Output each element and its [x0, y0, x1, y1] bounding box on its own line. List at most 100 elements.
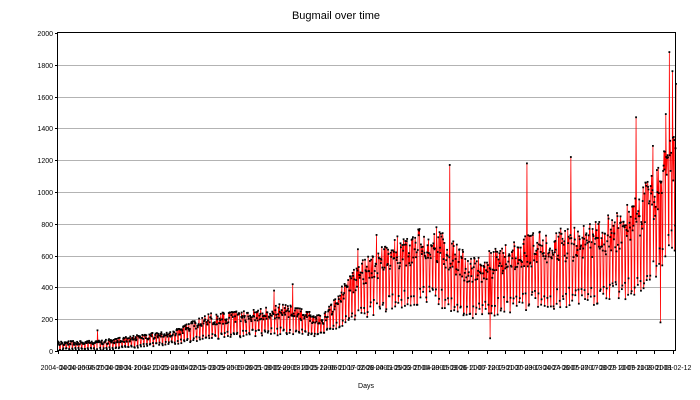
data-point: [263, 314, 266, 317]
data-point: [210, 317, 213, 320]
data-point: [517, 246, 520, 249]
data-point: [422, 285, 425, 288]
data-point: [167, 333, 169, 336]
data-point: [357, 248, 359, 251]
data-point: [295, 307, 298, 310]
data-point: [340, 291, 343, 294]
data-point: [522, 238, 525, 241]
data-point: [553, 307, 555, 310]
data-point: [626, 203, 629, 206]
data-point: [489, 337, 492, 340]
data-point: [363, 307, 366, 309]
data-point: [376, 277, 379, 280]
data-point: [305, 316, 308, 318]
data-point: [455, 243, 458, 246]
data-point: [352, 291, 355, 294]
data-point: [170, 340, 173, 343]
data-point: [589, 223, 591, 226]
data-point: [642, 186, 645, 189]
data-point: [655, 275, 657, 278]
data-point: [547, 252, 550, 255]
data-point: [313, 316, 315, 319]
data-point: [651, 203, 653, 206]
data-point: [292, 333, 295, 336]
data-point: [533, 252, 536, 255]
data-point: [520, 259, 523, 262]
data-point: [469, 262, 472, 265]
data-point: [475, 313, 477, 316]
data-point: [95, 341, 98, 344]
data-point: [515, 304, 518, 307]
data-point: [610, 249, 613, 252]
data-point: [373, 275, 376, 278]
data-point: [449, 262, 452, 265]
data-point: [253, 311, 256, 314]
data-point: [177, 342, 180, 345]
data-point: [198, 336, 201, 339]
data-point: [652, 218, 655, 220]
data-point: [471, 267, 473, 270]
data-point: [183, 340, 186, 343]
data-point: [471, 280, 474, 283]
x-tick-label: 2007-08-28: [581, 365, 617, 372]
data-point: [559, 227, 562, 230]
data-point: [476, 278, 479, 281]
data-point: [71, 348, 74, 351]
data-point: [566, 252, 569, 255]
data-point: [289, 329, 291, 331]
data-point: [124, 346, 127, 348]
data-point: [214, 335, 217, 337]
data-point: [341, 285, 343, 288]
data-point: [326, 316, 329, 318]
data-point: [296, 314, 299, 316]
data-point: [397, 295, 400, 297]
data-point: [412, 295, 415, 298]
data-point: [459, 273, 461, 276]
data-point: [283, 307, 286, 309]
data-point: [671, 70, 674, 73]
data-point: [463, 272, 466, 274]
data-point: [69, 343, 72, 346]
data-point: [179, 338, 182, 341]
data-point: [201, 337, 204, 340]
data-point: [282, 303, 284, 306]
data-point: [127, 346, 130, 348]
data-point: [511, 257, 514, 260]
data-point: [158, 343, 161, 346]
data-point: [418, 228, 421, 230]
data-point: [632, 224, 635, 227]
data-point: [107, 339, 110, 342]
data-point: [223, 332, 226, 334]
data-point: [490, 252, 492, 254]
data-point: [317, 333, 319, 335]
data-point: [579, 245, 582, 248]
data-point: [254, 319, 256, 322]
data-point: [202, 322, 205, 325]
data-point: [274, 309, 277, 312]
data-point: [230, 333, 232, 336]
data-point: [625, 229, 628, 231]
data-point: [505, 263, 507, 266]
data-point: [343, 292, 346, 294]
data-point: [152, 337, 155, 340]
data-point: [419, 296, 422, 299]
data-point: [81, 341, 84, 344]
data-point: [440, 235, 443, 238]
data-point: [304, 330, 307, 333]
data-point: [388, 295, 391, 298]
data-point: [653, 201, 656, 203]
data-point: [576, 249, 579, 251]
data-point: [614, 246, 617, 249]
data-point: [172, 333, 174, 336]
data-point: [377, 252, 380, 255]
data-point: [613, 232, 616, 235]
data-point: [605, 297, 608, 300]
data-point: [96, 348, 98, 351]
data-point: [403, 289, 406, 292]
data-point: [562, 243, 565, 246]
data-point: [614, 281, 617, 283]
data-point: [88, 339, 90, 342]
data-point: [168, 332, 171, 335]
data-point: [287, 307, 290, 310]
data-point: [667, 234, 670, 236]
